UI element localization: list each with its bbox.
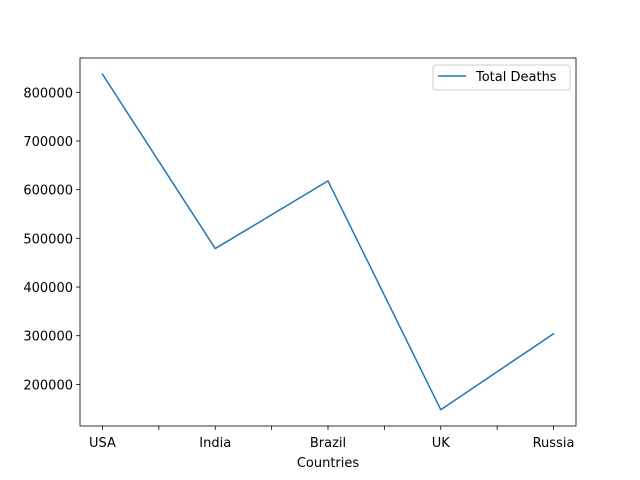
y-tick-label: 200000 [23,378,73,393]
x-tick-label: Brazil [310,436,346,451]
legend-label-total-deaths: Total Deaths [475,70,557,85]
x-axis-label: Countries [297,456,360,471]
x-tick-label: India [199,436,231,451]
y-tick-label: 700000 [23,135,73,150]
y-tick-label: 800000 [23,86,73,101]
x-tick-label: UK [432,436,451,451]
y-tick-label: 300000 [23,330,73,345]
y-tick-label: 600000 [23,184,73,199]
series-line-total-deaths [101,73,555,411]
plot-area: USA India Brazil UK Russia 200000 300000 400000… [23,57,577,451]
x-tick-label: USA [89,436,116,451]
x-tick-label: Russia [533,436,575,451]
y-tick-label: 400000 [23,281,73,296]
legend-box [432,64,571,91]
legend: Total Deaths [432,64,571,91]
y-tick-label: 500000 [23,232,73,247]
